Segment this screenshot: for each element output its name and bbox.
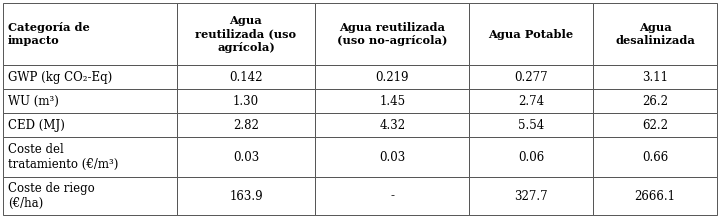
Bar (469, 65, 593, 89)
Bar (3, 113, 176, 137)
Text: WU (m³): WU (m³) (8, 94, 59, 107)
Bar (176, 137, 315, 177)
Bar (3, 65, 176, 89)
Text: -: - (390, 189, 395, 203)
Bar (176, 113, 315, 137)
Text: 2.74: 2.74 (518, 94, 544, 107)
Bar (593, 65, 717, 89)
Bar (469, 177, 593, 215)
Text: 0.142: 0.142 (229, 70, 263, 83)
Text: 0.219: 0.219 (375, 70, 409, 83)
Text: 0.277: 0.277 (514, 70, 548, 83)
Text: 327.7: 327.7 (514, 189, 548, 203)
Text: 163.9: 163.9 (229, 189, 263, 203)
Text: 1.45: 1.45 (379, 94, 405, 107)
Text: CED (MJ): CED (MJ) (8, 119, 65, 131)
Bar (469, 137, 593, 177)
Bar (3, 3, 176, 65)
Text: GWP (kg CO₂-Eq): GWP (kg CO₂-Eq) (8, 70, 112, 83)
Bar (593, 89, 717, 113)
Text: 2.82: 2.82 (233, 119, 259, 131)
Text: Agua reutilizada
(uso no-agrícola): Agua reutilizada (uso no-agrícola) (337, 22, 447, 46)
Text: 0.66: 0.66 (642, 150, 668, 164)
Bar (315, 177, 469, 215)
Text: 5.54: 5.54 (518, 119, 544, 131)
Bar (593, 3, 717, 65)
Bar (3, 89, 176, 113)
Text: 62.2: 62.2 (642, 119, 668, 131)
Text: 0.03: 0.03 (233, 150, 259, 164)
Text: Categoría de
impacto: Categoría de impacto (8, 22, 90, 46)
Text: Coste del
tratamiento (€/m³): Coste del tratamiento (€/m³) (8, 143, 118, 171)
Bar (3, 137, 176, 177)
Text: 2666.1: 2666.1 (634, 189, 675, 203)
Text: Coste de riego
(€/ha): Coste de riego (€/ha) (8, 182, 95, 210)
Text: Agua
desalinizada: Agua desalinizada (615, 22, 695, 46)
Text: 1.30: 1.30 (233, 94, 259, 107)
Text: Agua Potable: Agua Potable (488, 29, 574, 39)
Bar (315, 113, 469, 137)
Bar (315, 137, 469, 177)
Bar (469, 3, 593, 65)
Text: Agua
reutilizada (uso
agrícola): Agua reutilizada (uso agrícola) (195, 15, 297, 53)
Text: 4.32: 4.32 (379, 119, 405, 131)
Text: 0.06: 0.06 (518, 150, 544, 164)
Bar (469, 113, 593, 137)
Bar (176, 89, 315, 113)
Bar (593, 177, 717, 215)
Bar (176, 177, 315, 215)
Text: 0.03: 0.03 (379, 150, 405, 164)
Text: 3.11: 3.11 (642, 70, 668, 83)
Bar (176, 65, 315, 89)
Bar (315, 65, 469, 89)
Bar (315, 89, 469, 113)
Bar (593, 137, 717, 177)
Bar (315, 3, 469, 65)
Text: 26.2: 26.2 (642, 94, 668, 107)
Bar (593, 113, 717, 137)
Bar (469, 89, 593, 113)
Bar (176, 3, 315, 65)
Bar (3, 177, 176, 215)
